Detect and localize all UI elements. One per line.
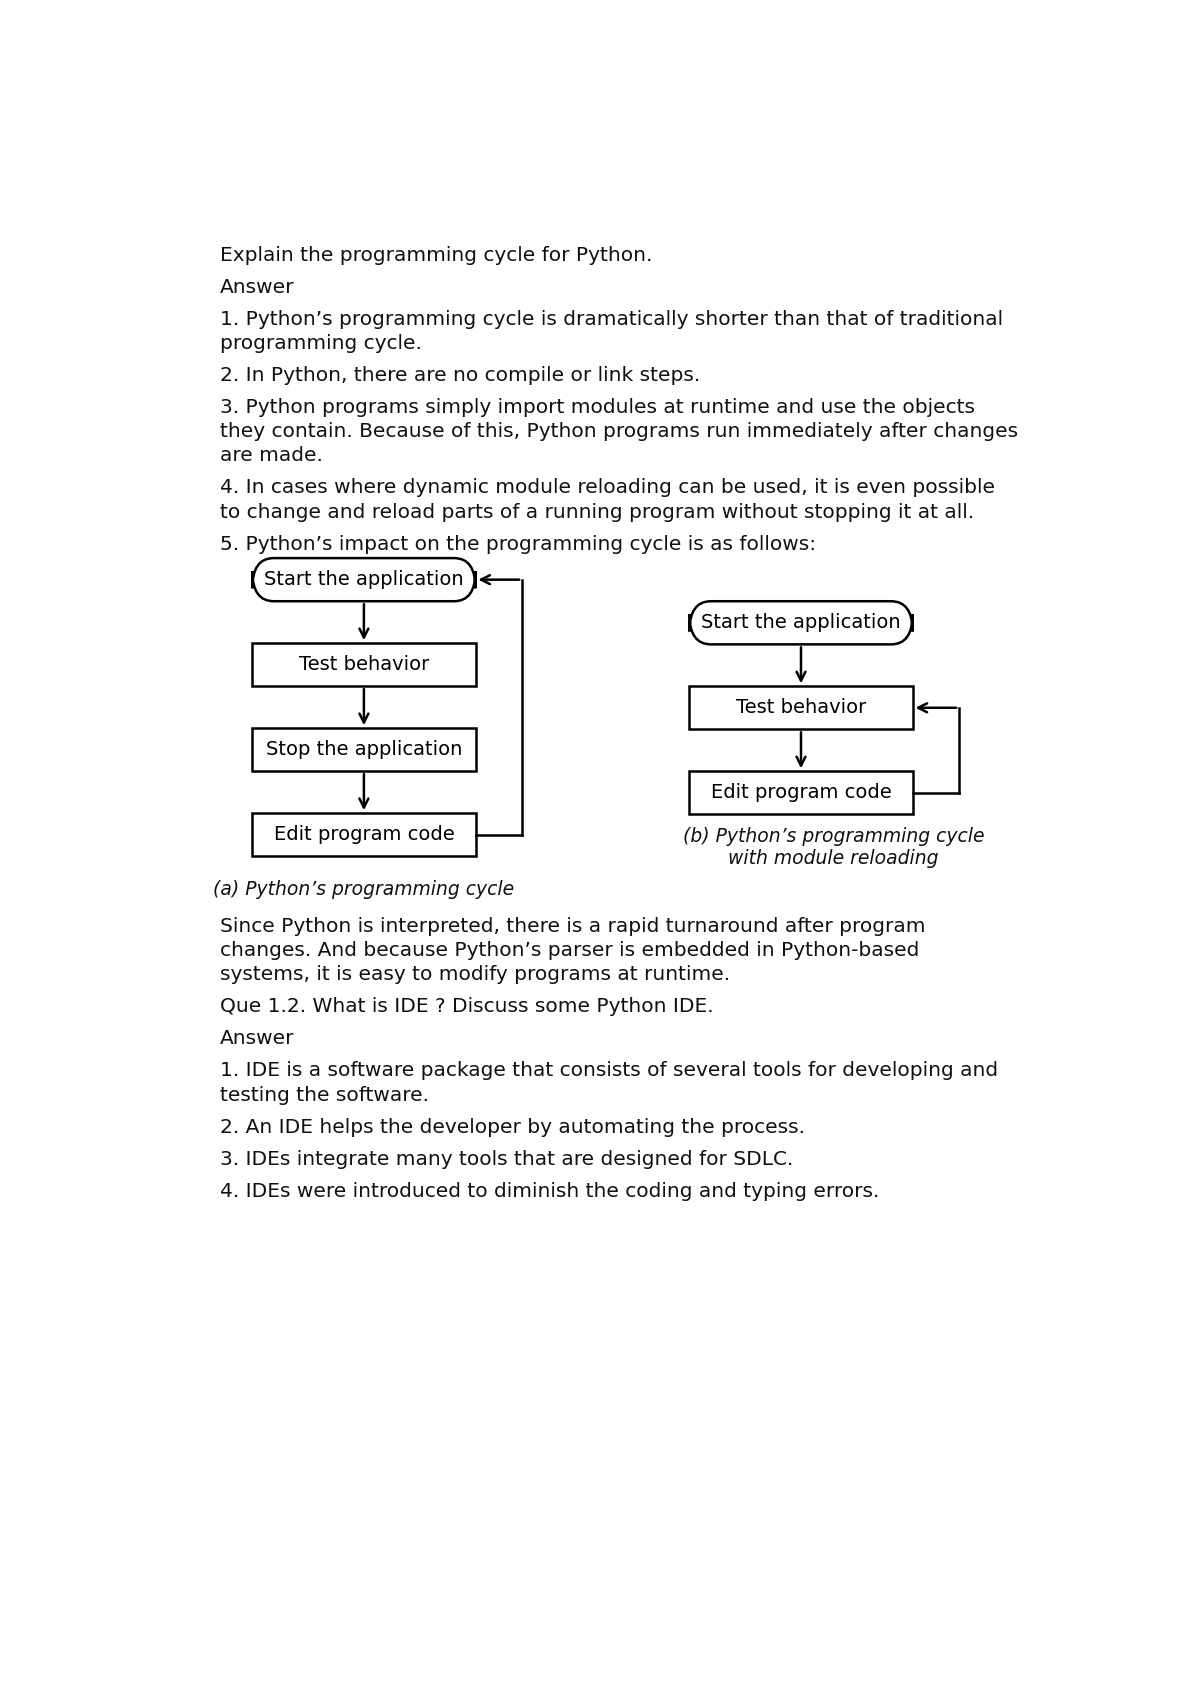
Text: changes. And because Python’s parser is embedded in Python-based: changes. And because Python’s parser is … xyxy=(220,941,919,959)
Bar xyxy=(252,813,475,856)
Text: Edit program code: Edit program code xyxy=(274,825,455,844)
Text: Explain the programming cycle for Python.: Explain the programming cycle for Python… xyxy=(220,246,652,265)
Text: Test behavior: Test behavior xyxy=(736,698,866,717)
Text: Answer: Answer xyxy=(220,278,294,297)
Text: Answer: Answer xyxy=(220,1029,294,1048)
Text: 2. In Python, there are no compile or link steps.: 2. In Python, there are no compile or li… xyxy=(220,365,700,385)
Text: 3. Python programs simply import modules at runtime and use the objects: 3. Python programs simply import modules… xyxy=(220,397,974,418)
Text: Test behavior: Test behavior xyxy=(299,655,430,674)
Text: Start the application: Start the application xyxy=(701,613,901,632)
FancyBboxPatch shape xyxy=(252,559,475,601)
Text: 5. Python’s impact on the programming cycle is as follows:: 5. Python’s impact on the programming cy… xyxy=(220,535,816,554)
Text: to change and reload parts of a running program without stopping it at all.: to change and reload parts of a running … xyxy=(220,503,974,521)
Text: 3. IDEs integrate many tools that are designed for SDLC.: 3. IDEs integrate many tools that are de… xyxy=(220,1150,793,1168)
Bar xyxy=(252,728,475,771)
Text: 4. In cases where dynamic module reloading can be used, it is even possible: 4. In cases where dynamic module reloadi… xyxy=(220,479,995,498)
Text: Since Python is interpreted, there is a rapid turnaround after program: Since Python is interpreted, there is a … xyxy=(220,917,925,936)
Text: they contain. Because of this, Python programs run immediately after changes: they contain. Because of this, Python pr… xyxy=(220,423,1018,441)
Text: 1. IDE is a software package that consists of several tools for developing and: 1. IDE is a software package that consis… xyxy=(220,1061,998,1080)
Text: Edit program code: Edit program code xyxy=(710,783,892,801)
Bar xyxy=(252,644,475,686)
Text: Stop the application: Stop the application xyxy=(265,740,462,759)
Text: 4. IDEs were introduced to diminish the coding and typing errors.: 4. IDEs were introduced to diminish the … xyxy=(220,1182,880,1200)
Bar xyxy=(689,686,912,730)
Text: (b) Python’s programming cycle
with module reloading: (b) Python’s programming cycle with modu… xyxy=(683,827,984,868)
Text: Start the application: Start the application xyxy=(264,571,463,589)
Text: testing the software.: testing the software. xyxy=(220,1085,428,1105)
Bar xyxy=(689,771,912,815)
Text: 1. Python’s programming cycle is dramatically shorter than that of traditional: 1. Python’s programming cycle is dramati… xyxy=(220,309,1003,329)
Text: programming cycle.: programming cycle. xyxy=(220,335,421,353)
Text: Que 1.2. What is IDE ? Discuss some Python IDE.: Que 1.2. What is IDE ? Discuss some Pyth… xyxy=(220,997,713,1017)
Text: are made.: are made. xyxy=(220,447,323,465)
Text: 2. An IDE helps the developer by automating the process.: 2. An IDE helps the developer by automat… xyxy=(220,1117,805,1136)
FancyBboxPatch shape xyxy=(689,601,912,644)
Text: (a) Python’s programming cycle: (a) Python’s programming cycle xyxy=(214,880,515,898)
Text: systems, it is easy to modify programs at runtime.: systems, it is easy to modify programs a… xyxy=(220,966,730,985)
